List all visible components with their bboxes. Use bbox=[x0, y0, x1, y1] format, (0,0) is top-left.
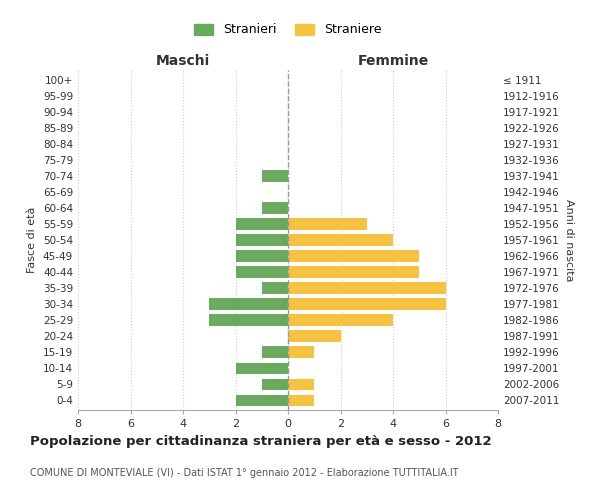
Bar bbox=[235, 250, 288, 262]
Bar bbox=[288, 346, 314, 358]
Text: Maschi: Maschi bbox=[156, 54, 210, 68]
Text: Popolazione per cittadinanza straniera per età e sesso - 2012: Popolazione per cittadinanza straniera p… bbox=[30, 435, 491, 448]
Bar bbox=[288, 330, 341, 342]
Bar bbox=[288, 250, 419, 262]
Bar bbox=[235, 234, 288, 246]
Bar bbox=[288, 298, 445, 310]
Legend: Stranieri, Straniere: Stranieri, Straniere bbox=[190, 18, 386, 42]
Bar bbox=[288, 314, 393, 326]
Bar bbox=[262, 282, 288, 294]
Bar bbox=[235, 218, 288, 230]
Bar bbox=[262, 170, 288, 181]
Bar bbox=[235, 266, 288, 278]
Bar bbox=[288, 266, 419, 278]
Bar bbox=[262, 378, 288, 390]
Bar bbox=[262, 346, 288, 358]
Bar bbox=[235, 362, 288, 374]
Bar bbox=[235, 394, 288, 406]
Bar bbox=[288, 218, 367, 230]
Y-axis label: Anni di nascita: Anni di nascita bbox=[563, 198, 574, 281]
Bar bbox=[288, 378, 314, 390]
Bar bbox=[288, 394, 314, 406]
Bar bbox=[288, 234, 393, 246]
Bar bbox=[209, 314, 288, 326]
Y-axis label: Fasce di età: Fasce di età bbox=[28, 207, 37, 273]
Text: COMUNE DI MONTEVIALE (VI) - Dati ISTAT 1° gennaio 2012 - Elaborazione TUTTITALIA: COMUNE DI MONTEVIALE (VI) - Dati ISTAT 1… bbox=[30, 468, 458, 477]
Text: Femmine: Femmine bbox=[358, 54, 428, 68]
Bar bbox=[262, 202, 288, 213]
Bar bbox=[209, 298, 288, 310]
Bar bbox=[288, 282, 445, 294]
